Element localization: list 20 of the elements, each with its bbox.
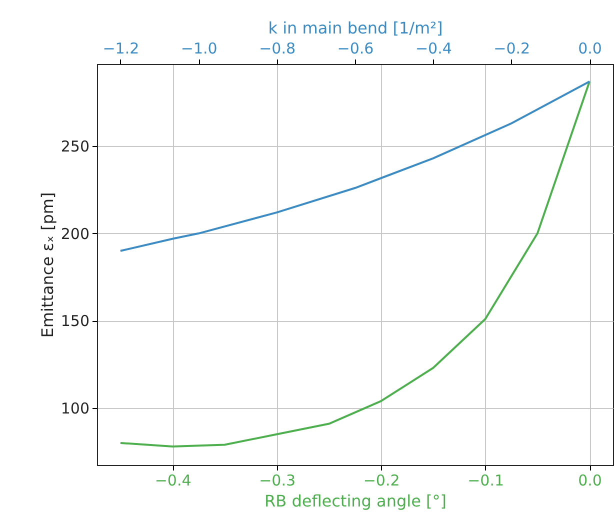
x-tick-label: −0.3: [259, 472, 296, 490]
x2-tick-label: −1.0: [180, 40, 218, 58]
x2-tick-label: −0.6: [337, 40, 374, 58]
x-tick-label: 0.0: [578, 472, 602, 490]
x2-tick-label: −0.4: [415, 40, 452, 58]
y-tick-label: 100: [60, 400, 90, 418]
x-axis-title: RB deflecting angle [°]: [264, 492, 446, 510]
y-tick-label: 150: [60, 312, 90, 330]
x2-tick-label: −1.2: [102, 40, 140, 58]
y-axis-title: Emittance εₓ [pm]: [38, 192, 57, 338]
x2-tick-label: 0.0: [578, 40, 602, 58]
x2-tick-label: −0.8: [259, 40, 296, 58]
x-tick-label: −0.2: [363, 472, 400, 490]
x-tick-label: −0.4: [154, 472, 192, 490]
y-tick-label: 250: [60, 138, 90, 156]
y-tick-label: 200: [60, 224, 90, 243]
x-tick-label: −0.1: [468, 472, 504, 490]
line-series: [119, 80, 591, 448]
x2-tick-label: −0.2: [494, 40, 530, 58]
x2-axis-title: k in main bend [1/m²]: [268, 18, 443, 38]
